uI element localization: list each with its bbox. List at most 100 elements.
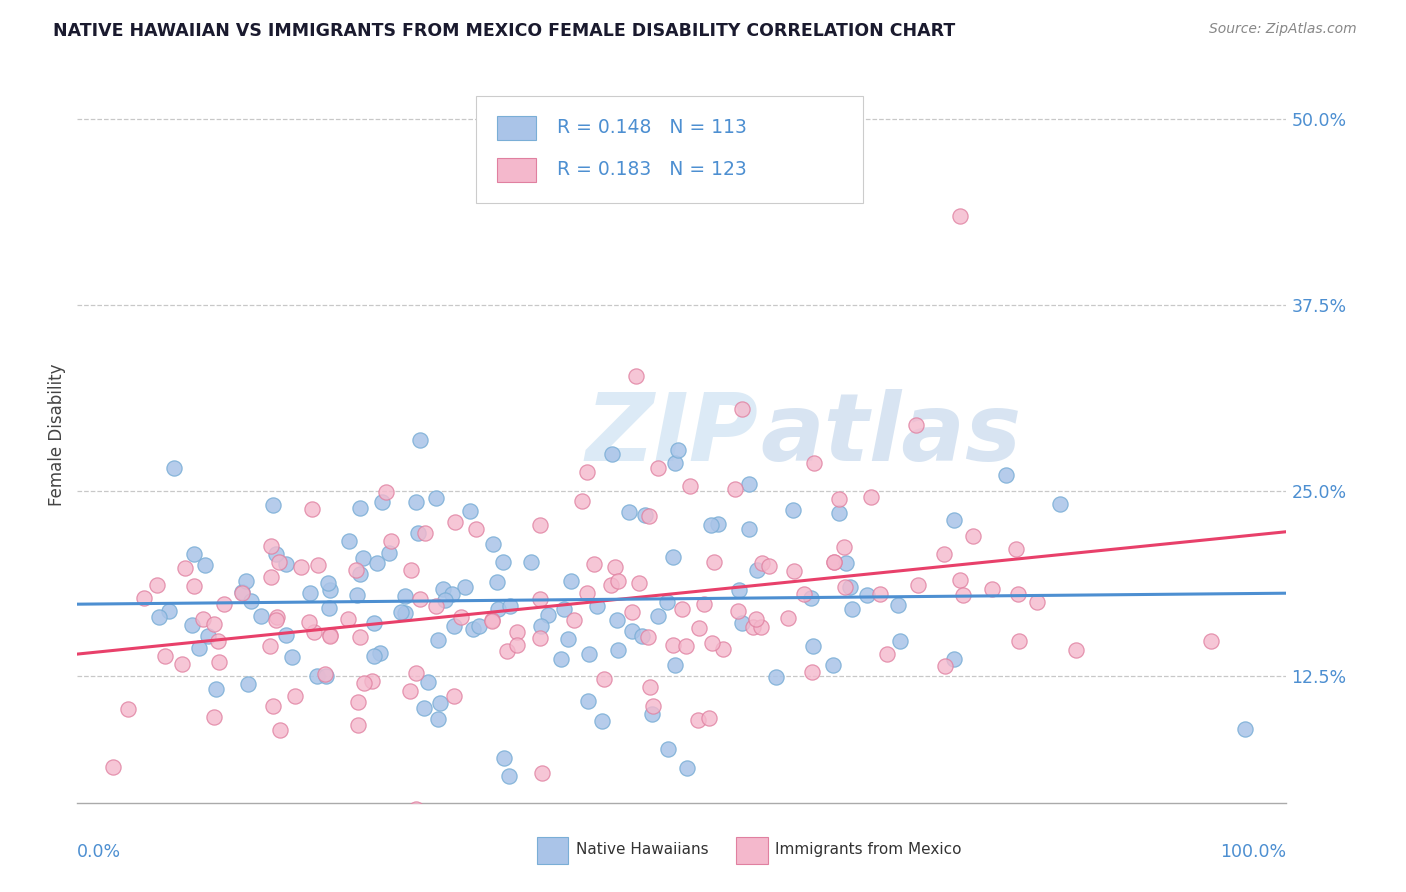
Point <box>458 504 481 518</box>
Point <box>749 620 772 634</box>
Point <box>366 556 388 570</box>
Point <box>380 533 402 548</box>
Point <box>619 505 641 519</box>
Point <box>662 550 685 565</box>
Point <box>266 610 288 624</box>
Point <box>700 636 723 650</box>
Point <box>481 614 503 628</box>
Point <box>276 558 298 572</box>
Point <box>529 631 551 645</box>
Point <box>801 665 824 679</box>
Point <box>371 494 394 508</box>
Point <box>346 718 368 732</box>
Point <box>463 622 485 636</box>
Point <box>492 555 515 569</box>
Point <box>671 602 693 616</box>
Point <box>375 484 398 499</box>
Point <box>876 647 898 661</box>
Y-axis label: Female Disability: Female Disability <box>48 364 66 506</box>
Text: 100.0%: 100.0% <box>1220 843 1286 862</box>
Point <box>101 760 124 774</box>
Point <box>591 714 613 728</box>
Point <box>284 689 307 703</box>
Point <box>886 598 908 612</box>
Point <box>440 587 463 601</box>
Point <box>1233 722 1256 736</box>
Point <box>834 540 856 554</box>
Point <box>486 602 509 616</box>
Point <box>307 558 329 572</box>
Point <box>599 578 621 592</box>
Point <box>647 608 669 623</box>
Point <box>949 209 972 223</box>
Point <box>605 560 627 574</box>
Point <box>553 602 575 616</box>
Point <box>432 582 454 596</box>
Point <box>638 509 661 524</box>
Point <box>962 529 984 543</box>
Point <box>1008 633 1031 648</box>
Point <box>707 517 730 532</box>
Point <box>155 648 177 663</box>
Point <box>413 701 436 715</box>
Point <box>700 517 723 532</box>
Point <box>869 587 891 601</box>
Point <box>264 547 287 561</box>
Text: Immigrants from Mexico: Immigrants from Mexico <box>775 842 962 857</box>
Text: atlas: atlas <box>761 389 1022 481</box>
Point <box>269 723 291 737</box>
Point <box>465 522 488 536</box>
Point <box>742 620 765 634</box>
Point <box>1049 497 1071 511</box>
Point <box>346 588 368 602</box>
Point <box>782 564 804 578</box>
Point <box>640 706 662 721</box>
Point <box>907 578 929 592</box>
Point <box>666 442 689 457</box>
Point <box>276 628 298 642</box>
Point <box>647 461 669 475</box>
Point <box>576 694 599 708</box>
Point <box>352 550 374 565</box>
Point <box>450 609 472 624</box>
Point <box>236 677 259 691</box>
Point <box>157 604 180 618</box>
Text: R = 0.148   N = 113: R = 0.148 N = 113 <box>557 119 747 137</box>
Text: R = 0.183   N = 123: R = 0.183 N = 123 <box>557 161 747 179</box>
Point <box>183 547 205 561</box>
Point <box>1201 634 1223 648</box>
Point <box>703 555 725 569</box>
Point <box>427 632 450 647</box>
Point <box>319 629 342 643</box>
Point <box>486 575 509 590</box>
Point <box>194 558 217 572</box>
Point <box>202 617 225 632</box>
Point <box>537 607 560 622</box>
Point <box>214 598 236 612</box>
Point <box>823 556 845 570</box>
Point <box>262 698 284 713</box>
Text: 0.0%: 0.0% <box>77 843 121 862</box>
Point <box>860 490 883 504</box>
Point <box>183 579 205 593</box>
Point <box>621 605 644 619</box>
Point <box>481 613 503 627</box>
Point <box>394 589 416 603</box>
Point <box>302 624 325 639</box>
Point <box>148 610 170 624</box>
Point <box>399 563 422 577</box>
Point <box>676 760 699 774</box>
Point <box>731 401 754 416</box>
Point <box>188 641 211 656</box>
Point <box>606 642 628 657</box>
Point <box>204 682 226 697</box>
Point <box>409 591 432 606</box>
Point <box>981 582 1004 597</box>
Point <box>349 501 371 516</box>
Point <box>800 591 823 606</box>
Point <box>520 555 543 569</box>
Point <box>529 592 551 607</box>
Point <box>259 639 281 653</box>
Point <box>943 513 966 527</box>
Point <box>839 580 862 594</box>
